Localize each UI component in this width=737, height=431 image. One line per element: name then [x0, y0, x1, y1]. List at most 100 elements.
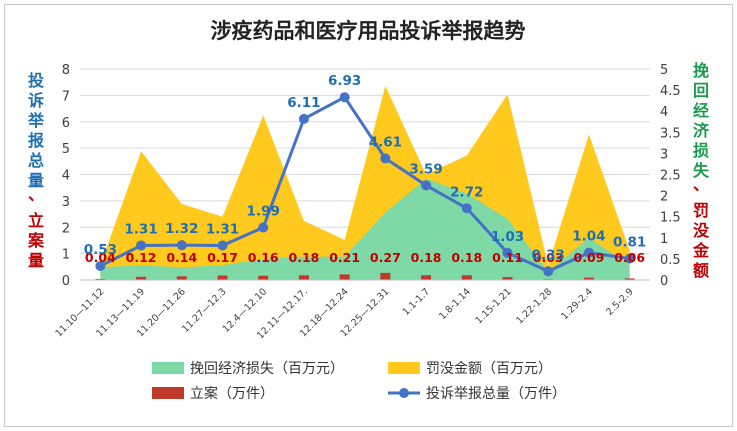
right-tick-label: 5 — [660, 63, 668, 78]
case-value-label: 0.06 — [614, 250, 645, 265]
case-value-label: 0.03 — [533, 250, 564, 265]
complaint-total-point — [176, 240, 187, 251]
case-bar — [339, 274, 350, 280]
right-tick-label: 3.5 — [660, 126, 681, 141]
case-bar — [136, 276, 147, 280]
case-value-label: 0.09 — [574, 250, 605, 265]
right-tick-label: 2.5 — [660, 169, 681, 184]
legend-label: 投诉举报总量（万件） — [426, 386, 566, 402]
complaint-total-point — [339, 92, 350, 103]
complaint-total-point — [583, 247, 594, 258]
right-tick-label: 4 — [660, 105, 668, 120]
case-bar — [421, 275, 432, 280]
complaint-value-label: 1.31 — [124, 221, 157, 237]
complaint-total-point — [421, 180, 432, 191]
right-tick-label: 0 — [660, 274, 668, 289]
left-axis-title-case: 立案量 — [27, 211, 45, 270]
area-series — [100, 85, 630, 280]
legend-label: 罚没金额（百万元） — [426, 361, 552, 377]
chart-frame — [4, 4, 733, 427]
left-axis-title-main: 投诉举报总量 — [27, 71, 45, 190]
data-labels: 0.04 0.12 0.14 0.17 0.16 0.18 0.21 0.27 0.18 0.18… — [84, 73, 647, 265]
case-value-label: 0.14 — [166, 250, 197, 265]
left-tick-label: 3 — [62, 195, 70, 210]
case-value-label: 0.27 — [370, 250, 401, 265]
left-tick-label: 7 — [62, 89, 70, 104]
complaint-value-label: 3.59 — [409, 161, 442, 177]
case-bar — [624, 278, 635, 280]
right-axis-title-main: 挽回经济损失 — [693, 61, 710, 180]
legend-swatch — [152, 387, 184, 399]
right-tick-label: 2 — [660, 190, 668, 205]
case-bar — [461, 275, 472, 280]
left-tick-label: 0 — [62, 274, 70, 289]
legend-swatch-marker — [399, 388, 409, 398]
bar-series — [95, 272, 635, 280]
right-tick-label: 4.5 — [660, 84, 681, 99]
x-tick-label: 1.22-1.28 — [514, 286, 554, 326]
case-value-label: 0.18 — [411, 250, 442, 265]
complaint-value-label: 2.72 — [450, 184, 483, 200]
case-value-label: 0.11 — [492, 250, 523, 265]
x-tick-label: 1.29-2.4 — [559, 286, 595, 322]
x-tick-label: 2.5-2.9 — [604, 286, 636, 318]
left-tick-label: 5 — [62, 142, 70, 157]
right-axis-title-fine: 罚没金额 — [692, 201, 710, 280]
complaint-total-line — [99, 95, 630, 273]
complaint-value-label: 4.61 — [369, 134, 402, 150]
complaint-value-label: 0.33 — [532, 247, 565, 263]
complaint-value-label: 1.32 — [165, 221, 198, 237]
right-axis-title-sep: 、 — [693, 175, 709, 194]
left-tick-label: 8 — [62, 63, 70, 78]
complaint-value-label: 1.31 — [206, 221, 239, 237]
line-series — [95, 92, 635, 277]
complaint-total-point — [624, 253, 635, 264]
legend: 挽回经济损失（百万元） 罚没金额（百万元） 立案（万件） 投诉举报总量（万件） — [152, 361, 566, 402]
complaint-total-point — [380, 153, 391, 164]
complaint-total-point — [258, 222, 269, 233]
complaint-value-label: 1.99 — [247, 204, 280, 220]
case-bar — [380, 272, 391, 280]
complaint-total-point — [95, 261, 106, 272]
right-tick-label: 1 — [660, 232, 668, 247]
left-tick-label: 4 — [62, 169, 70, 184]
case-value-label: 0.12 — [126, 250, 157, 265]
legend-swatch — [152, 362, 184, 374]
left-axis-title: 投诉举报总量、立案量 — [27, 71, 45, 270]
complaint-value-label: 1.04 — [572, 229, 605, 245]
recovered-loss-area — [100, 178, 630, 280]
case-bar — [217, 275, 228, 280]
complaint-total-point — [502, 247, 513, 258]
case-value-label: 0.18 — [451, 250, 482, 265]
legend-swatch — [388, 362, 420, 374]
right-tick-label: 3 — [660, 147, 668, 162]
case-bar — [298, 275, 309, 280]
complaint-total-point — [543, 266, 554, 277]
complaint-total-point — [461, 203, 472, 214]
case-value-label: 0.04 — [85, 250, 116, 265]
legend-label: 立案（万件） — [190, 385, 274, 402]
case-bar — [258, 275, 269, 280]
legend-label: 挽回经济损失（百万元） — [190, 361, 344, 377]
complaint-total-point — [136, 240, 147, 251]
chart-title: 涉疫药品和医疗用品投诉举报趋势 — [211, 19, 526, 43]
complaint-value-label: 1.03 — [491, 229, 524, 245]
left-tick-label: 2 — [62, 221, 70, 236]
right-tick-label: 1.5 — [660, 211, 681, 226]
complaint-value-label: 0.81 — [613, 235, 646, 251]
case-value-label: 0.21 — [329, 250, 360, 265]
case-bar — [176, 276, 187, 280]
x-tick-label: 1.8-1.14 — [437, 286, 473, 322]
complaint-total-point — [298, 113, 309, 124]
right-axis-title: 挽回经济损失、罚没金额 — [692, 61, 710, 280]
left-tick-label: 1 — [62, 248, 70, 263]
left-axis-title-sep: 、 — [28, 185, 44, 204]
complaint-value-label: 6.93 — [328, 73, 361, 89]
right-tick-label: 0.5 — [660, 253, 681, 268]
complaint-value-label: 6.11 — [287, 95, 320, 111]
case-value-label: 0.16 — [248, 250, 279, 265]
case-value-label: 0.18 — [289, 250, 320, 265]
complaint-total-point — [217, 240, 228, 251]
case-value-label: 0.17 — [207, 250, 238, 265]
